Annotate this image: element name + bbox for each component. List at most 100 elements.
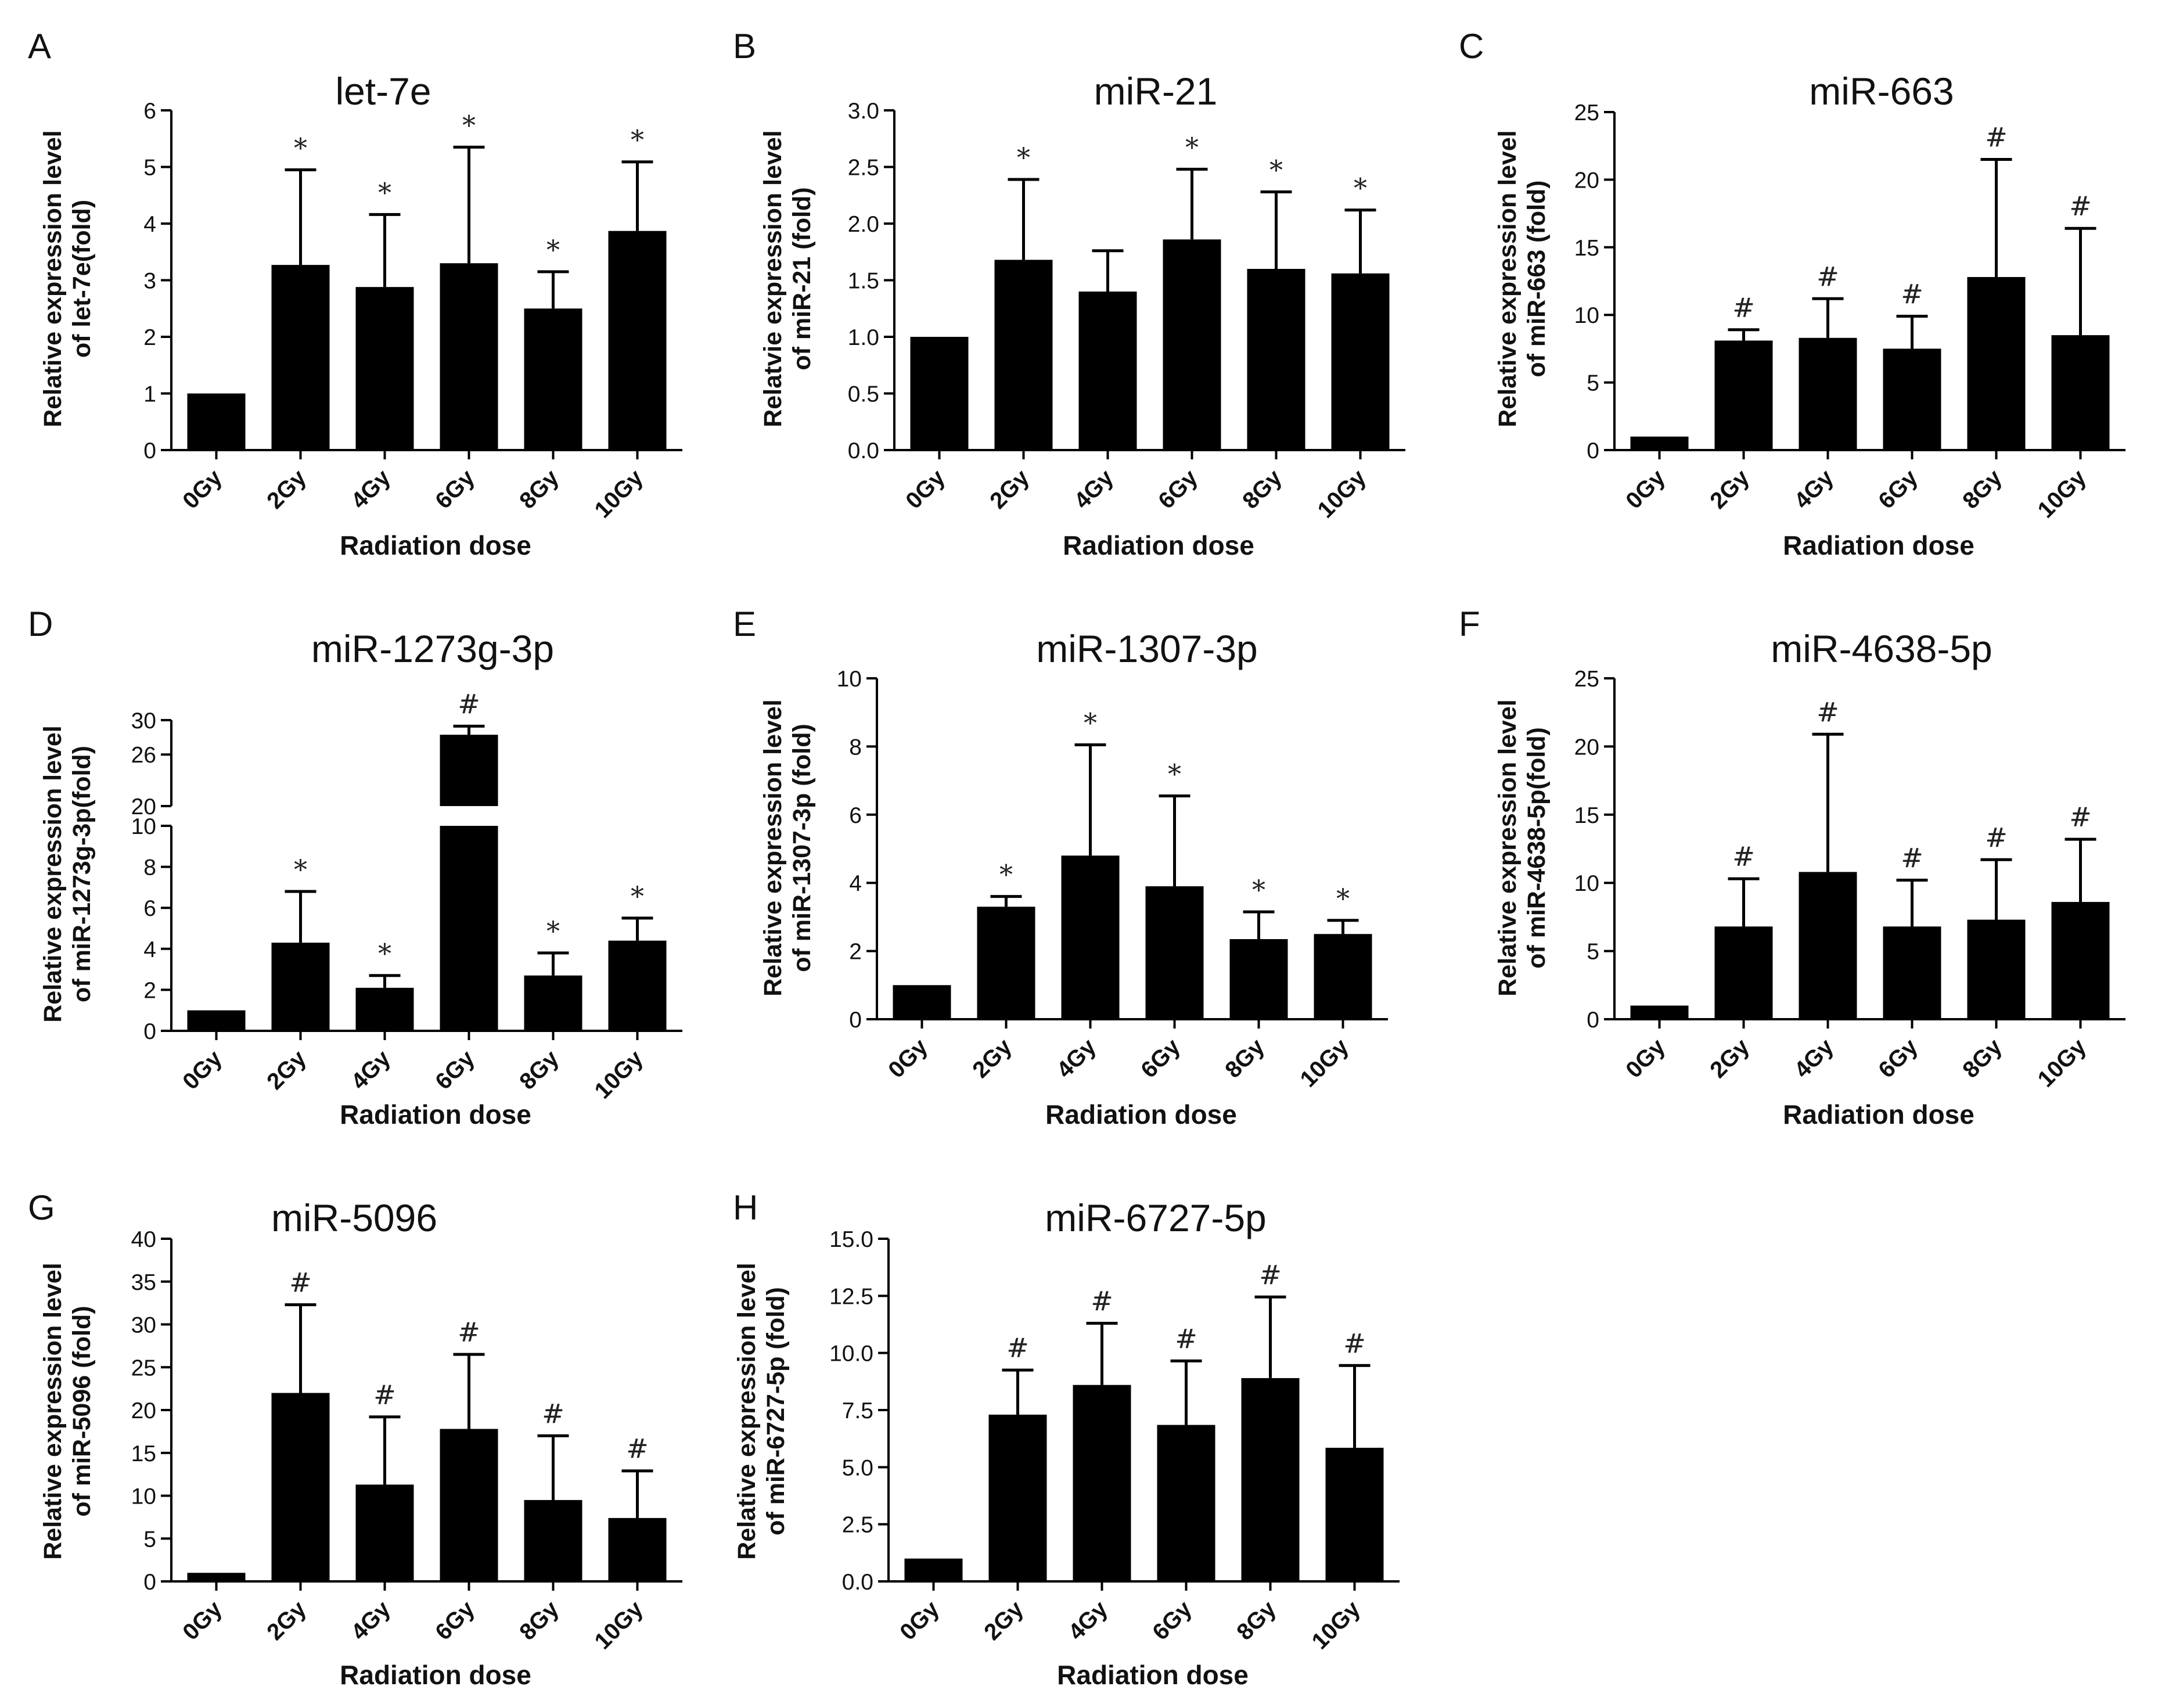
y-tick-label: 12.5 xyxy=(829,1284,873,1309)
x-tick-label: 4Gy xyxy=(1789,1034,1839,1083)
panel-letter: C xyxy=(1459,27,1484,66)
y-tick-label: 0 xyxy=(849,1008,862,1033)
x-tick-label: 2Gy xyxy=(985,465,1034,514)
y-tick-label: 0 xyxy=(143,1570,156,1595)
panel-letter: E xyxy=(733,605,756,643)
bar xyxy=(2051,335,2110,450)
bar xyxy=(1163,239,1221,450)
x-tick-label: 0Gy xyxy=(901,465,950,514)
y-axis-label: Relative expression level xyxy=(39,130,67,427)
y-tick-label: 5 xyxy=(1587,940,1599,965)
panel-letter: H xyxy=(733,1188,758,1227)
significance-mark: # xyxy=(1732,292,1755,323)
significance-mark: * xyxy=(1252,874,1265,905)
y-axis-label: of miR-6727-5p (fold) xyxy=(762,1287,790,1536)
bar xyxy=(2051,902,2110,1019)
x-tick-label: 2Gy xyxy=(1705,1034,1754,1083)
bar xyxy=(1883,348,1941,450)
y-tick-label: 3.0 xyxy=(848,99,879,124)
x-tick-label: 8Gy xyxy=(1958,1034,2007,1083)
bar xyxy=(1967,277,2026,450)
y-tick-label: 2.5 xyxy=(848,156,879,181)
chart-title: miR-1273g-3p xyxy=(311,627,554,670)
bar xyxy=(904,1558,963,1581)
significance-mark: * xyxy=(546,915,560,947)
significance-mark: * xyxy=(462,109,476,141)
y-tick-label: 5 xyxy=(143,156,156,181)
x-axis-label: Radiation dose xyxy=(340,1660,531,1690)
significance-mark: # xyxy=(1985,822,2008,853)
bar xyxy=(1073,1385,1131,1581)
bar xyxy=(977,907,1035,1019)
y-tick-label: 2 xyxy=(849,940,862,965)
y-axis-label: Relative expression level xyxy=(1494,699,1522,997)
y-tick-label: 0 xyxy=(1587,1008,1599,1033)
x-tick-label: 8Gy xyxy=(515,1596,564,1645)
y-tick-label: 25 xyxy=(131,1355,156,1380)
bar-upper-segment xyxy=(440,735,498,806)
significance-mark: # xyxy=(2069,190,2092,222)
x-tick-label: 0Gy xyxy=(883,1034,933,1083)
y-axis-label: Relative expression level xyxy=(39,725,67,1023)
y-tick-label: 6 xyxy=(849,803,862,828)
y-axis-label: of miR-663 (fold) xyxy=(1523,180,1551,377)
significance-mark: # xyxy=(1817,261,1839,292)
y-tick-label: 0.0 xyxy=(848,438,879,463)
x-tick-label: 0Gy xyxy=(1621,465,1670,514)
y-tick-label: 4 xyxy=(849,871,862,896)
y-tick-label: 15.0 xyxy=(829,1227,873,1252)
significance-mark: # xyxy=(1732,841,1755,872)
significance-mark: # xyxy=(373,1379,396,1411)
y-axis-label: Relatvie expression level xyxy=(759,130,787,427)
bar xyxy=(1078,292,1137,450)
significance-mark: * xyxy=(546,234,560,265)
bar xyxy=(1061,855,1120,1019)
bar xyxy=(1630,1005,1689,1019)
significance-mark: * xyxy=(1017,142,1030,173)
y-tick-label: 2 xyxy=(143,325,156,350)
x-tick-label: 8Gy xyxy=(1232,1596,1281,1645)
x-tick-label: 10Gy xyxy=(1307,1596,1366,1655)
x-tick-label: 10Gy xyxy=(590,465,649,523)
y-axis-label: of miR-4638-5p(fold) xyxy=(1523,727,1551,969)
x-tick-label: 6Gy xyxy=(1873,465,1923,514)
y-tick-label: 20 xyxy=(1574,735,1599,760)
x-tick-label: 8Gy xyxy=(1958,465,2007,514)
bar xyxy=(187,1573,246,1581)
bar xyxy=(1145,886,1204,1019)
bar xyxy=(1714,340,1773,450)
y-tick-label: 26 xyxy=(131,743,156,768)
x-tick-label: 6Gy xyxy=(430,1596,480,1645)
y-tick-label: 20 xyxy=(131,794,156,819)
x-tick-label: 10Gy xyxy=(590,1045,649,1104)
y-tick-label: 7.5 xyxy=(842,1398,873,1423)
x-axis-label: Radiation dose xyxy=(340,1099,531,1130)
chart-title: miR-4638-5p xyxy=(1771,627,1992,670)
significance-mark: * xyxy=(1185,131,1199,163)
x-tick-label: 6Gy xyxy=(430,1045,480,1095)
significance-mark: # xyxy=(458,1317,480,1348)
x-tick-label: 8Gy xyxy=(1238,465,1287,514)
y-axis-label: of miR-21 (fold) xyxy=(788,187,816,370)
y-tick-label: 6 xyxy=(143,896,156,921)
y-tick-label: 10 xyxy=(131,1484,156,1509)
x-tick-label: 2Gy xyxy=(262,1596,311,1645)
y-axis-label: of miR-1307-3p (fold) xyxy=(788,724,816,972)
x-tick-label: 8Gy xyxy=(515,1045,564,1095)
x-tick-label: 0Gy xyxy=(895,1596,944,1645)
y-tick-label: 10 xyxy=(1574,871,1599,896)
y-tick-label: 2.5 xyxy=(842,1513,873,1538)
y-tick-label: 2 xyxy=(143,978,156,1003)
significance-mark: # xyxy=(1006,1332,1029,1364)
significance-mark: * xyxy=(999,859,1013,890)
x-tick-label: 0Gy xyxy=(178,1596,227,1645)
x-axis-label: Radiation dose xyxy=(1783,530,1974,560)
x-tick-label: 6Gy xyxy=(1873,1034,1923,1083)
x-tick-label: 0Gy xyxy=(178,1045,227,1095)
significance-mark: # xyxy=(289,1267,312,1299)
y-tick-label: 10 xyxy=(1574,303,1599,328)
significance-mark: # xyxy=(1901,279,1923,310)
